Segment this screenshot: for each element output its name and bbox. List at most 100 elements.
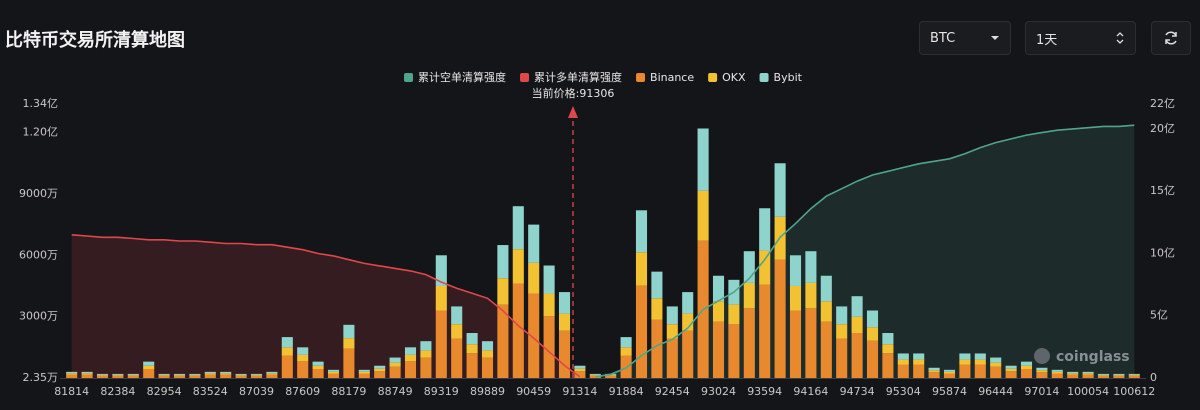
bar-segment <box>712 301 725 322</box>
bar-segment <box>66 373 78 375</box>
x-tick-label: 89319 <box>424 385 459 398</box>
bar-segment <box>743 282 755 309</box>
bar-segment <box>96 373 109 375</box>
bar-segment <box>466 333 478 345</box>
refresh-icon <box>1165 31 1177 45</box>
legend-item[interactable]: Bybit <box>759 71 803 84</box>
bar-segment <box>805 251 817 283</box>
bar-segment <box>1051 373 1063 378</box>
bar-segment <box>805 282 817 309</box>
bar-segment <box>235 375 247 378</box>
bar-segment <box>974 359 986 365</box>
bar-segment <box>1051 371 1063 374</box>
bar-segment <box>189 373 201 375</box>
bar-segment <box>173 373 186 375</box>
legend: 累计空单清算强度 累计多单清算强度 Binance OKX Bybit <box>404 70 803 84</box>
bar-segment <box>666 338 678 378</box>
bar-segment <box>173 375 186 378</box>
bar-segment <box>897 353 909 360</box>
bar-segment <box>281 347 293 356</box>
legend-swatch <box>759 73 769 82</box>
x-tick-label: 82954 <box>147 385 182 398</box>
bar-segment <box>112 373 124 375</box>
bar-segment <box>143 369 155 378</box>
legend-item[interactable]: OKX <box>708 71 746 84</box>
updown-icon <box>1116 32 1124 44</box>
y2-tick-label: 15亿 <box>1150 184 1175 197</box>
bar-segment <box>481 357 494 378</box>
bar-segment <box>312 365 324 370</box>
bar-segment <box>404 347 417 355</box>
bar-segment <box>913 364 925 378</box>
bar-segment <box>805 308 817 378</box>
bar-segment <box>327 369 340 372</box>
bar-segment <box>235 374 247 376</box>
bar-segment <box>112 374 124 376</box>
bar-segment <box>558 313 571 331</box>
bar-segment <box>743 308 755 378</box>
legend-label: OKX <box>722 71 746 84</box>
bar-segment <box>1005 371 1017 378</box>
bar-segment <box>204 371 216 374</box>
bar-segment <box>728 304 740 325</box>
bar-segment <box>266 373 278 375</box>
bar-segment <box>189 374 201 376</box>
watermark: coinglass <box>1034 348 1130 365</box>
x-tick-label: 87039 <box>239 385 274 398</box>
bar-segment <box>943 373 956 378</box>
bar-segment <box>66 374 78 378</box>
bar-segment <box>574 371 586 378</box>
legend-item[interactable]: 累计空单清算强度 <box>404 70 506 84</box>
legend-swatch <box>708 73 718 82</box>
legend-label: Bybit <box>774 71 803 84</box>
legend-item[interactable]: 累计多单清算强度 <box>520 70 622 84</box>
bar-segment <box>913 353 925 360</box>
bar-segment <box>635 285 648 378</box>
bar-segment <box>589 374 601 376</box>
legend-item[interactable]: Binance <box>636 71 694 84</box>
bar-segment <box>897 359 909 365</box>
bar-segment <box>1097 374 1110 376</box>
bar-segment <box>1067 374 1079 378</box>
x-tick-label: 93024 <box>701 385 736 398</box>
x-tick-label: 87609 <box>285 385 320 398</box>
bar-segment <box>959 359 971 365</box>
bar-segment <box>820 301 832 322</box>
bar-segment <box>651 271 663 299</box>
bar-segment <box>220 374 232 378</box>
bar-segment <box>558 292 571 314</box>
period-value: 1天 <box>1036 32 1058 48</box>
bar-segment <box>374 371 386 378</box>
y2-tick-label: 10亿 <box>1150 246 1175 259</box>
bar-segment <box>605 375 617 378</box>
bar-segment <box>435 255 447 286</box>
symbol-select[interactable]: BTC <box>919 21 1011 55</box>
bar-segment <box>1128 373 1140 375</box>
bar-segment <box>389 362 401 367</box>
bar-segment <box>250 375 263 378</box>
bar-segment <box>435 285 447 311</box>
bar-segment <box>866 340 879 378</box>
x-tick-label: 97014 <box>1024 385 1059 398</box>
bar-segment <box>451 338 463 378</box>
bar-segment <box>420 341 432 351</box>
x-tick-label: 90459 <box>516 385 551 398</box>
bar-segment <box>928 367 940 371</box>
bar-segment <box>158 374 170 376</box>
bar-segment <box>358 369 370 372</box>
bar-segment <box>682 313 694 331</box>
bar-segment <box>789 285 802 311</box>
bar-segment <box>990 362 1002 367</box>
bar-segment <box>281 355 293 378</box>
period-select[interactable]: 1天 <box>1025 21 1136 55</box>
bar-segment <box>312 369 324 378</box>
bar-segment <box>882 344 894 354</box>
legend-label: 累计空单清算强度 <box>418 70 506 84</box>
bar-segment <box>1067 373 1079 375</box>
bar-segment <box>343 324 355 339</box>
bar-segment <box>220 373 232 375</box>
refresh-button[interactable] <box>1151 21 1191 55</box>
bar-segment <box>728 324 740 378</box>
bar-segment <box>1036 370 1048 373</box>
bar-segment <box>327 371 340 374</box>
